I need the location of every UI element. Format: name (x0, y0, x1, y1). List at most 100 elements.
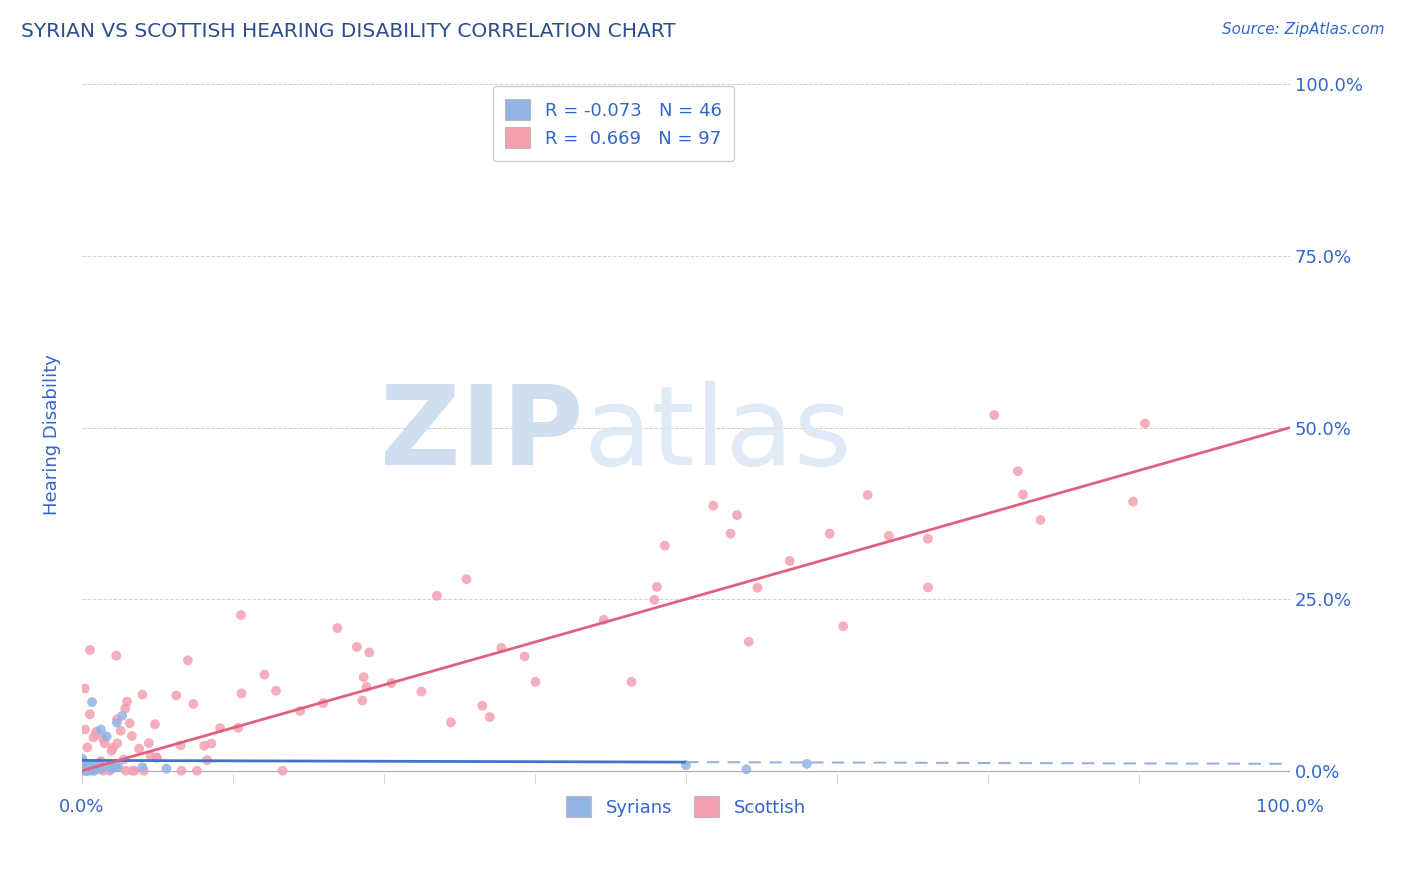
Scottish (471, 698, 494, 713)
Scottish (917, 581, 939, 595)
Scottish (143, 717, 166, 731)
Y-axis label: Hearing Disability: Hearing Disability (44, 354, 60, 515)
Scottish (105, 648, 128, 663)
Syrians (76, 764, 98, 778)
Syrians (89, 756, 111, 770)
Scottish (93, 764, 115, 778)
Syrians (80, 757, 103, 772)
Syrians (73, 756, 96, 771)
Scottish (79, 707, 101, 722)
Syrians (86, 762, 108, 776)
Scottish (105, 736, 128, 750)
Syrians (77, 763, 100, 777)
Scottish (165, 689, 187, 703)
Scottish (105, 712, 128, 726)
Scottish (702, 499, 724, 513)
Scottish (181, 697, 204, 711)
Scottish (983, 408, 1005, 422)
Scottish (253, 667, 276, 681)
Scottish (186, 764, 208, 778)
Scottish (513, 649, 536, 664)
Syrians (82, 695, 104, 709)
Scottish (720, 526, 742, 541)
Scottish (76, 764, 98, 778)
Scottish (738, 634, 761, 648)
Scottish (380, 676, 402, 690)
Syrians (76, 763, 98, 777)
Scottish (264, 683, 287, 698)
Scottish (592, 613, 614, 627)
Scottish (426, 589, 449, 603)
Scottish (114, 701, 136, 715)
Scottish (620, 674, 643, 689)
Syrians (72, 752, 94, 766)
Scottish (643, 593, 665, 607)
Scottish (90, 754, 112, 768)
Scottish (290, 704, 312, 718)
Syrians (735, 762, 758, 776)
Scottish (82, 764, 104, 778)
Scottish (112, 752, 135, 766)
Syrians (105, 715, 128, 730)
Scottish (645, 580, 668, 594)
Scottish (98, 764, 121, 778)
Syrians (72, 763, 94, 777)
Syrians (75, 763, 97, 777)
Scottish (1122, 494, 1144, 508)
Scottish (356, 680, 378, 694)
Scottish (118, 716, 141, 731)
Syrians (100, 762, 122, 776)
Scottish (352, 693, 374, 707)
Scottish (524, 674, 547, 689)
Syrians (79, 764, 101, 778)
Scottish (725, 508, 748, 522)
Scottish (209, 721, 232, 735)
Scottish (121, 764, 143, 778)
Syrians (100, 759, 122, 773)
Scottish (132, 764, 155, 778)
Scottish (654, 539, 676, 553)
Syrians (90, 762, 112, 776)
Scottish (177, 653, 200, 667)
Scottish (145, 750, 167, 764)
Syrians (83, 764, 105, 778)
Scottish (193, 739, 215, 753)
Scottish (73, 723, 96, 737)
Scottish (110, 723, 132, 738)
Syrians (76, 764, 98, 778)
Syrians (80, 763, 103, 777)
Syrians (675, 758, 697, 772)
Syrians (73, 764, 96, 778)
Scottish (1133, 417, 1156, 431)
Scottish (440, 715, 463, 730)
Text: SYRIAN VS SCOTTISH HEARING DISABILITY CORRELATION CHART: SYRIAN VS SCOTTISH HEARING DISABILITY CO… (21, 22, 676, 41)
Syrians (90, 723, 112, 737)
Syrians (72, 764, 94, 778)
Scottish (326, 621, 349, 635)
Syrians (104, 759, 127, 773)
Scottish (94, 736, 117, 750)
Scottish (82, 731, 104, 745)
Text: Source: ZipAtlas.com: Source: ZipAtlas.com (1222, 22, 1385, 37)
Syrians (107, 759, 129, 773)
Syrians (80, 759, 103, 773)
Scottish (100, 744, 122, 758)
Scottish (131, 688, 153, 702)
Scottish (75, 764, 97, 778)
Syrians (96, 730, 118, 744)
Syrians (72, 763, 94, 777)
Scottish (856, 488, 879, 502)
Scottish (114, 764, 136, 778)
Syrians (83, 763, 105, 777)
Scottish (86, 724, 108, 739)
Text: atlas: atlas (583, 381, 852, 488)
Syrians (103, 760, 125, 774)
Scottish (79, 643, 101, 657)
Scottish (1007, 464, 1029, 478)
Syrians (73, 757, 96, 772)
Text: ZIP: ZIP (380, 381, 583, 488)
Scottish (779, 554, 801, 568)
Scottish (478, 710, 501, 724)
Syrians (131, 760, 153, 774)
Scottish (353, 670, 375, 684)
